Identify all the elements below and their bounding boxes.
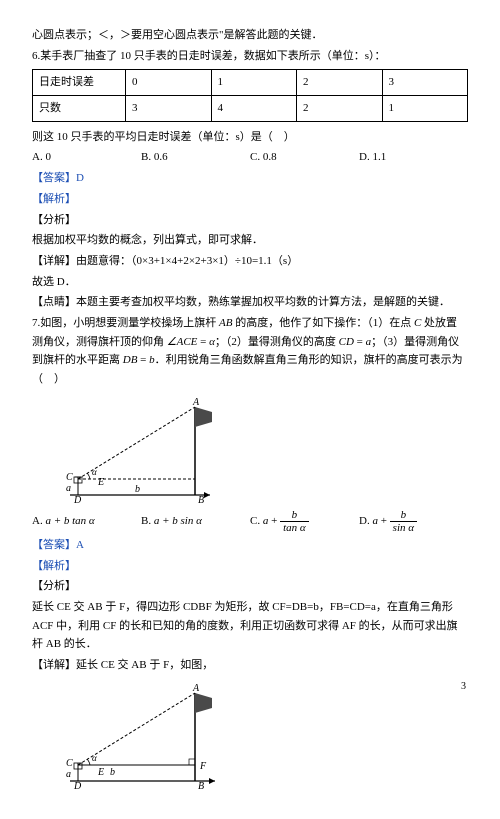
svg-text:B: B bbox=[198, 495, 204, 505]
svg-text:E: E bbox=[97, 767, 104, 778]
q7-fenxi-text: 延长 CE 交 AB 于 F，得四边形 CDBF 为矩形，故 CF=DB=b，F… bbox=[32, 598, 468, 654]
choice-b: B. a + b sin α bbox=[141, 512, 250, 531]
choice-d: D. a + bsin α bbox=[359, 509, 468, 534]
q7-figure-2: A B C D E F a b α bbox=[50, 681, 240, 791]
q7-choices: A. a + b tan α B. a + b sin α C. a + bta… bbox=[32, 509, 468, 534]
svg-text:a: a bbox=[66, 483, 71, 494]
svg-text:A: A bbox=[192, 397, 200, 408]
q7-fenxi-label: 【分析】 bbox=[32, 577, 468, 596]
q6-jiexi: 【解析】 bbox=[32, 190, 468, 209]
q7-answer: 【答案】A bbox=[32, 536, 468, 555]
choice-c: C. a + btan α bbox=[250, 509, 359, 534]
cell: 0 bbox=[126, 70, 212, 96]
q6-table: 日走时误差 0 1 2 3 只数 3 4 2 1 bbox=[32, 69, 468, 121]
choice-a: A. 0 bbox=[32, 148, 141, 167]
q6-conclusion: 故选 D． bbox=[32, 273, 468, 292]
intro-text: 心圆点表示；＜，＞要用空心圆点表示"是解答此题的关键． bbox=[32, 26, 468, 45]
choice-c: C. 0.8 bbox=[250, 148, 359, 167]
q6-stem: 6.某手表厂抽查了 10 只手表的日走时误差，数据如下表所示（单位：s）： bbox=[32, 47, 468, 66]
q6-fenxi-label: 【分析】 bbox=[32, 211, 468, 230]
svg-text:D: D bbox=[73, 495, 82, 505]
choice-b: B. 0.6 bbox=[141, 148, 250, 167]
svg-text:C: C bbox=[66, 758, 73, 769]
svg-text:α: α bbox=[92, 467, 97, 477]
svg-text:C: C bbox=[66, 472, 73, 483]
cell: 2 bbox=[297, 96, 383, 122]
page-number: 3 bbox=[461, 678, 466, 695]
choice-a: A. a + b tan α bbox=[32, 512, 141, 531]
q7-figure-1: A B C D E a b α bbox=[50, 395, 240, 505]
cell: 2 bbox=[297, 70, 383, 96]
q6-detail: 【详解】由题意得：（0×3+1×4+2×2+3×1）÷10=1.1（s） bbox=[32, 252, 468, 271]
cell: 只数 bbox=[33, 96, 126, 122]
svg-text:A: A bbox=[192, 683, 200, 694]
table-row: 只数 3 4 2 1 bbox=[33, 96, 468, 122]
q6-dianjing: 【点睛】本题主要考查加权平均数，熟练掌握加权平均数的计算方法，是解题的关键． bbox=[32, 293, 468, 312]
svg-text:b: b bbox=[110, 767, 115, 778]
svg-text:a: a bbox=[66, 769, 71, 780]
q6-fenxi-text: 根据加权平均数的概念，列出算式，即可求解． bbox=[32, 231, 468, 250]
svg-text:F: F bbox=[199, 761, 207, 772]
svg-text:B: B bbox=[198, 781, 204, 791]
cell: 4 bbox=[211, 96, 297, 122]
cell: 1 bbox=[211, 70, 297, 96]
q7-stem: 7.如图，小明想要测量学校操场上旗杆 AB 的高度，他作了如下操作：（1）在点 … bbox=[32, 314, 468, 389]
cell: 3 bbox=[382, 70, 468, 96]
q7-jiexi: 【解析】 bbox=[32, 557, 468, 576]
svg-text:D: D bbox=[73, 781, 82, 791]
q6-question: 则这 10 只手表的平均日走时误差（单位：s）是（ ） bbox=[32, 128, 468, 147]
svg-text:E: E bbox=[97, 477, 104, 488]
q6-choices: A. 0 B. 0.6 C. 0.8 D. 1.1 bbox=[32, 148, 468, 167]
choice-d: D. 1.1 bbox=[359, 148, 468, 167]
cell: 1 bbox=[382, 96, 468, 122]
cell: 日走时误差 bbox=[33, 70, 126, 96]
q6-answer: 【答案】D bbox=[32, 169, 468, 188]
svg-text:b: b bbox=[135, 484, 140, 495]
cell: 3 bbox=[126, 96, 212, 122]
table-row: 日走时误差 0 1 2 3 bbox=[33, 70, 468, 96]
q7-detail: 【详解】延长 CE 交 AB 于 F，如图， bbox=[32, 656, 468, 675]
svg-text:α: α bbox=[92, 753, 97, 763]
